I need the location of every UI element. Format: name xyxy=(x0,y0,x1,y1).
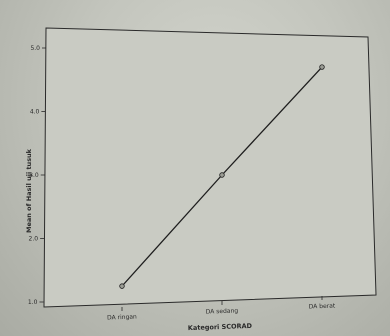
y-tick-label: 2.0 xyxy=(29,236,39,243)
data-point xyxy=(219,172,225,178)
series-group xyxy=(119,64,325,289)
y-tick-label: 1.0 xyxy=(28,299,38,306)
y-axis-title: Mean of Hasil uji tusuk xyxy=(25,148,33,233)
data-point xyxy=(319,64,325,70)
x-tick-label: DA sedang xyxy=(206,307,239,315)
y-axis: 1.0 2.0 3.0 4.0 5.0 xyxy=(28,45,46,306)
y-tick-label: 4.0 xyxy=(30,109,40,116)
x-axis: DA ringan DA sedang DA berat xyxy=(107,296,336,322)
data-point xyxy=(119,283,125,289)
x-tick-label: DA berat xyxy=(309,303,336,311)
x-tick-label: DA ringan xyxy=(107,313,137,321)
plot-area xyxy=(43,27,377,308)
y-tick-label: 3.0 xyxy=(29,172,39,179)
x-axis-title: Kategori SCORAD xyxy=(188,322,253,332)
y-tick-label: 5.0 xyxy=(30,45,40,52)
